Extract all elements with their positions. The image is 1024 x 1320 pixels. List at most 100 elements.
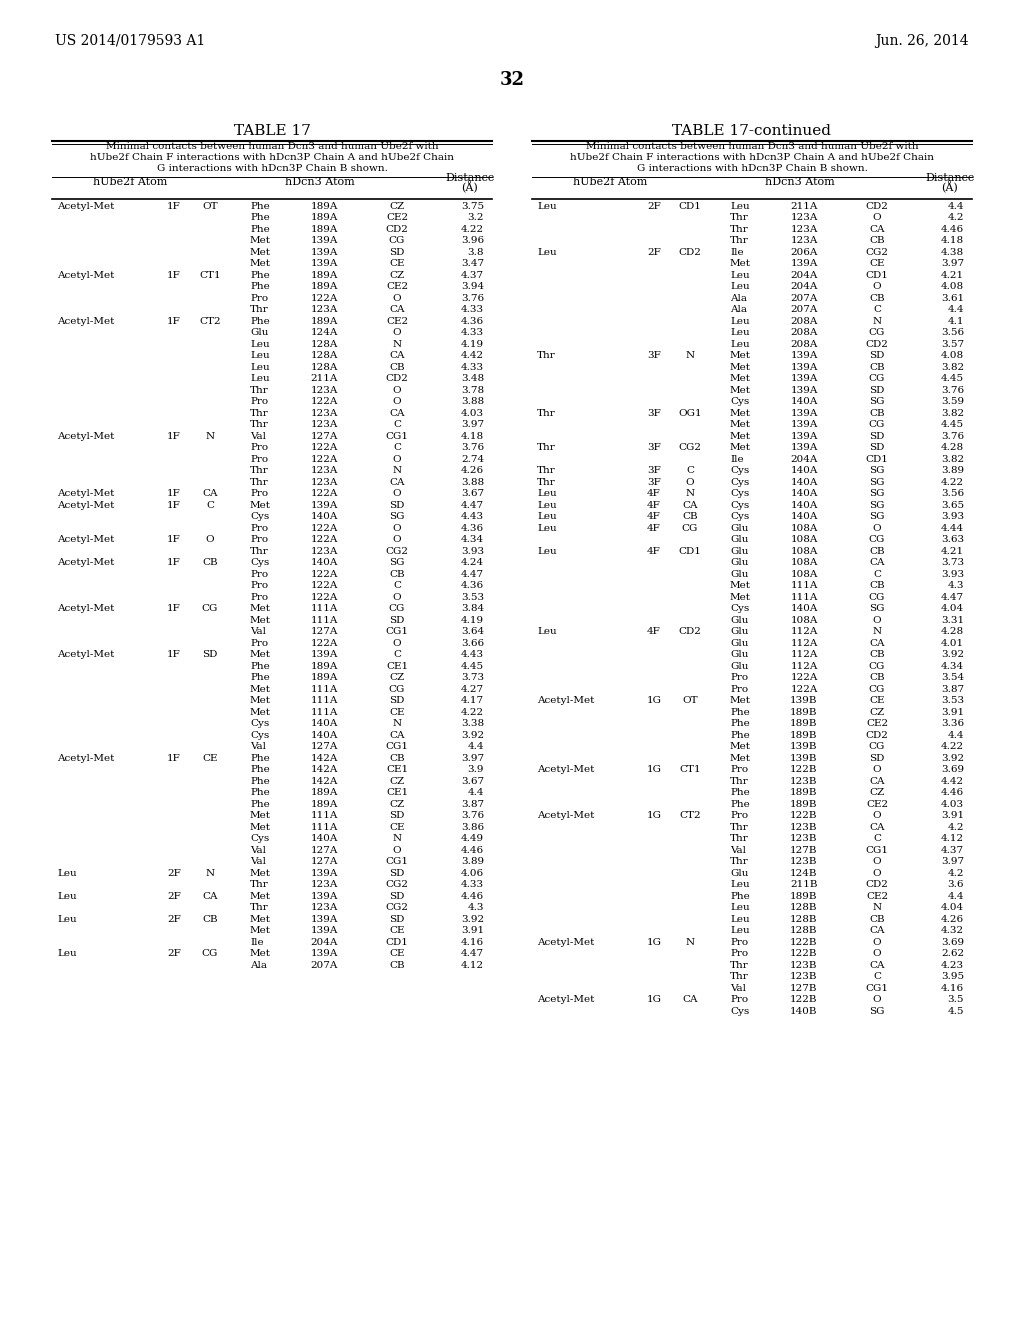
Text: Glu: Glu (730, 627, 749, 636)
Text: 4.45: 4.45 (941, 420, 964, 429)
Text: 122A: 122A (791, 673, 818, 682)
Text: Thr: Thr (250, 546, 268, 556)
Text: Pro: Pro (730, 673, 749, 682)
Text: CB: CB (869, 294, 885, 302)
Text: Cys: Cys (730, 397, 750, 407)
Text: 4.33: 4.33 (461, 305, 484, 314)
Text: 123B: 123B (791, 857, 818, 866)
Text: 3.95: 3.95 (941, 973, 964, 981)
Text: Distance: Distance (445, 173, 495, 183)
Text: CA: CA (682, 500, 697, 510)
Text: O: O (872, 995, 882, 1005)
Text: N: N (392, 339, 401, 348)
Text: 4.38: 4.38 (941, 248, 964, 257)
Text: 4.32: 4.32 (941, 927, 964, 936)
Text: CD2: CD2 (679, 248, 701, 257)
Text: 3.69: 3.69 (941, 937, 964, 946)
Text: 4.17: 4.17 (461, 696, 484, 705)
Text: (Å): (Å) (462, 181, 478, 193)
Text: 123A: 123A (791, 236, 818, 246)
Text: Pro: Pro (250, 570, 268, 578)
Text: 4.47: 4.47 (461, 570, 484, 578)
Text: Phe: Phe (730, 788, 750, 797)
Text: 140A: 140A (791, 605, 818, 614)
Text: 4F: 4F (647, 512, 660, 521)
Text: 139A: 139A (310, 892, 338, 900)
Text: Acetyl-Met: Acetyl-Met (57, 651, 115, 659)
Text: SD: SD (389, 869, 404, 878)
Text: 123B: 123B (791, 776, 818, 785)
Text: 3.54: 3.54 (941, 673, 964, 682)
Text: O: O (392, 639, 401, 648)
Text: SG: SG (869, 500, 885, 510)
Text: 3.67: 3.67 (461, 490, 484, 498)
Text: 3.53: 3.53 (941, 696, 964, 705)
Text: SD: SD (389, 615, 404, 624)
Text: 4.2: 4.2 (947, 214, 964, 222)
Text: CT1: CT1 (679, 766, 700, 775)
Text: Val: Val (730, 846, 746, 855)
Text: 112A: 112A (791, 661, 818, 671)
Text: Met: Met (250, 812, 271, 820)
Text: CE: CE (389, 259, 404, 268)
Text: 3.48: 3.48 (461, 375, 484, 383)
Text: CE1: CE1 (386, 661, 408, 671)
Text: CG1: CG1 (865, 846, 889, 855)
Text: SD: SD (389, 248, 404, 257)
Text: 189A: 189A (310, 800, 338, 809)
Text: CB: CB (202, 915, 218, 924)
Text: 3.38: 3.38 (461, 719, 484, 729)
Text: Met: Met (730, 420, 751, 429)
Text: 3.88: 3.88 (461, 478, 484, 487)
Text: Cys: Cys (250, 834, 269, 843)
Text: Pro: Pro (730, 995, 749, 1005)
Text: CD2: CD2 (865, 731, 889, 739)
Text: 123B: 123B (791, 822, 818, 832)
Text: Phe: Phe (250, 214, 269, 222)
Text: 3.84: 3.84 (461, 605, 484, 614)
Text: 3F: 3F (647, 478, 660, 487)
Text: 4.03: 4.03 (461, 409, 484, 417)
Text: Glu: Glu (730, 615, 749, 624)
Text: 4.4: 4.4 (947, 892, 964, 900)
Text: 3.87: 3.87 (461, 800, 484, 809)
Text: 189A: 189A (310, 214, 338, 222)
Text: 122B: 122B (791, 949, 818, 958)
Text: CG2: CG2 (385, 903, 409, 912)
Text: Cys: Cys (730, 490, 750, 498)
Text: 112A: 112A (791, 639, 818, 648)
Text: CA: CA (389, 351, 404, 360)
Text: CE: CE (389, 708, 404, 717)
Text: Thr: Thr (730, 776, 749, 785)
Text: CT1: CT1 (200, 271, 221, 280)
Text: Met: Met (250, 685, 271, 694)
Text: CZ: CZ (869, 788, 885, 797)
Text: CZ: CZ (389, 202, 404, 211)
Text: Leu: Leu (730, 915, 750, 924)
Text: 3.91: 3.91 (461, 927, 484, 936)
Text: 127A: 127A (310, 432, 338, 441)
Text: Acetyl-Met: Acetyl-Met (57, 490, 115, 498)
Text: Met: Met (730, 444, 751, 453)
Text: Glu: Glu (250, 329, 268, 338)
Text: 140B: 140B (791, 1007, 818, 1016)
Text: CG: CG (389, 236, 406, 246)
Text: CA: CA (869, 224, 885, 234)
Text: 1G: 1G (646, 696, 662, 705)
Text: 3.92: 3.92 (461, 731, 484, 739)
Text: Met: Met (250, 500, 271, 510)
Text: Thr: Thr (250, 478, 268, 487)
Text: Leu: Leu (730, 271, 750, 280)
Text: Met: Met (250, 605, 271, 614)
Text: CG2: CG2 (679, 444, 701, 453)
Text: 142A: 142A (310, 776, 338, 785)
Text: Leu: Leu (537, 202, 557, 211)
Text: Ala: Ala (730, 305, 746, 314)
Text: 140A: 140A (310, 719, 338, 729)
Text: CB: CB (869, 651, 885, 659)
Text: Val: Val (250, 742, 266, 751)
Text: 3.36: 3.36 (941, 719, 964, 729)
Text: CA: CA (389, 731, 404, 739)
Text: O: O (872, 282, 882, 292)
Text: CG1: CG1 (385, 432, 409, 441)
